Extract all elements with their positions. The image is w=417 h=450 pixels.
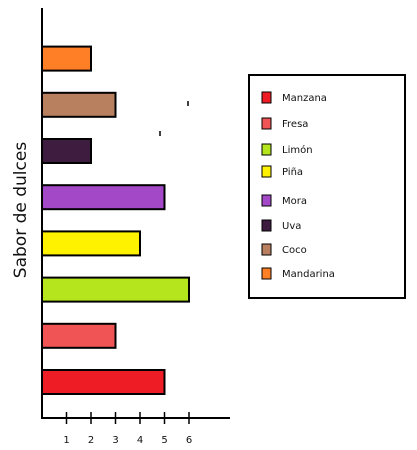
x-tick-label: 6 [186, 435, 192, 446]
bar-coco [41, 91, 117, 118]
legend-swatch-manzana [261, 91, 272, 104]
bars-group [41, 45, 190, 395]
bar-limón [41, 276, 190, 303]
x-tick-label: 1 [63, 435, 69, 446]
legend: Manzana Fresa Limón Piña Mora Uva Coco Mandarin… [248, 74, 406, 299]
x-tick-label: 3 [112, 435, 118, 446]
legend-swatch-coco [261, 243, 272, 256]
legend-box [248, 74, 406, 299]
bar-mandarina [41, 45, 92, 72]
legend-label: Piña [282, 167, 303, 178]
x-tick-label: 5 [161, 435, 167, 446]
bar-fresa [41, 322, 117, 349]
legend-swatch-mandarina [261, 267, 272, 280]
bar-mora [41, 184, 166, 211]
legend-label: Fresa [282, 119, 308, 130]
x-ticks-group: 1 2 3 4 5 6 [63, 412, 192, 446]
legend-label: Coco [282, 245, 307, 256]
bar-uva [41, 138, 92, 164]
legend-label: Manzana [282, 93, 327, 104]
legend-swatch-piña [261, 165, 272, 178]
legend-swatch-limón [261, 143, 272, 156]
legend-swatch-mora [261, 194, 272, 207]
bar-piña [41, 230, 141, 257]
legend-label: Uva [282, 221, 301, 232]
legend-swatch-uva [261, 219, 272, 232]
y-axis-label: Sabor de dulces [11, 142, 31, 279]
legend-label: Limón [282, 144, 313, 156]
bar-manzana [41, 369, 166, 395]
x-tick-label: 2 [88, 435, 94, 446]
legend-label: Mandarina [282, 269, 335, 280]
legend-swatch-fresa [261, 117, 272, 130]
x-tick-label: 4 [137, 435, 143, 446]
legend-label: Mora [282, 196, 307, 207]
